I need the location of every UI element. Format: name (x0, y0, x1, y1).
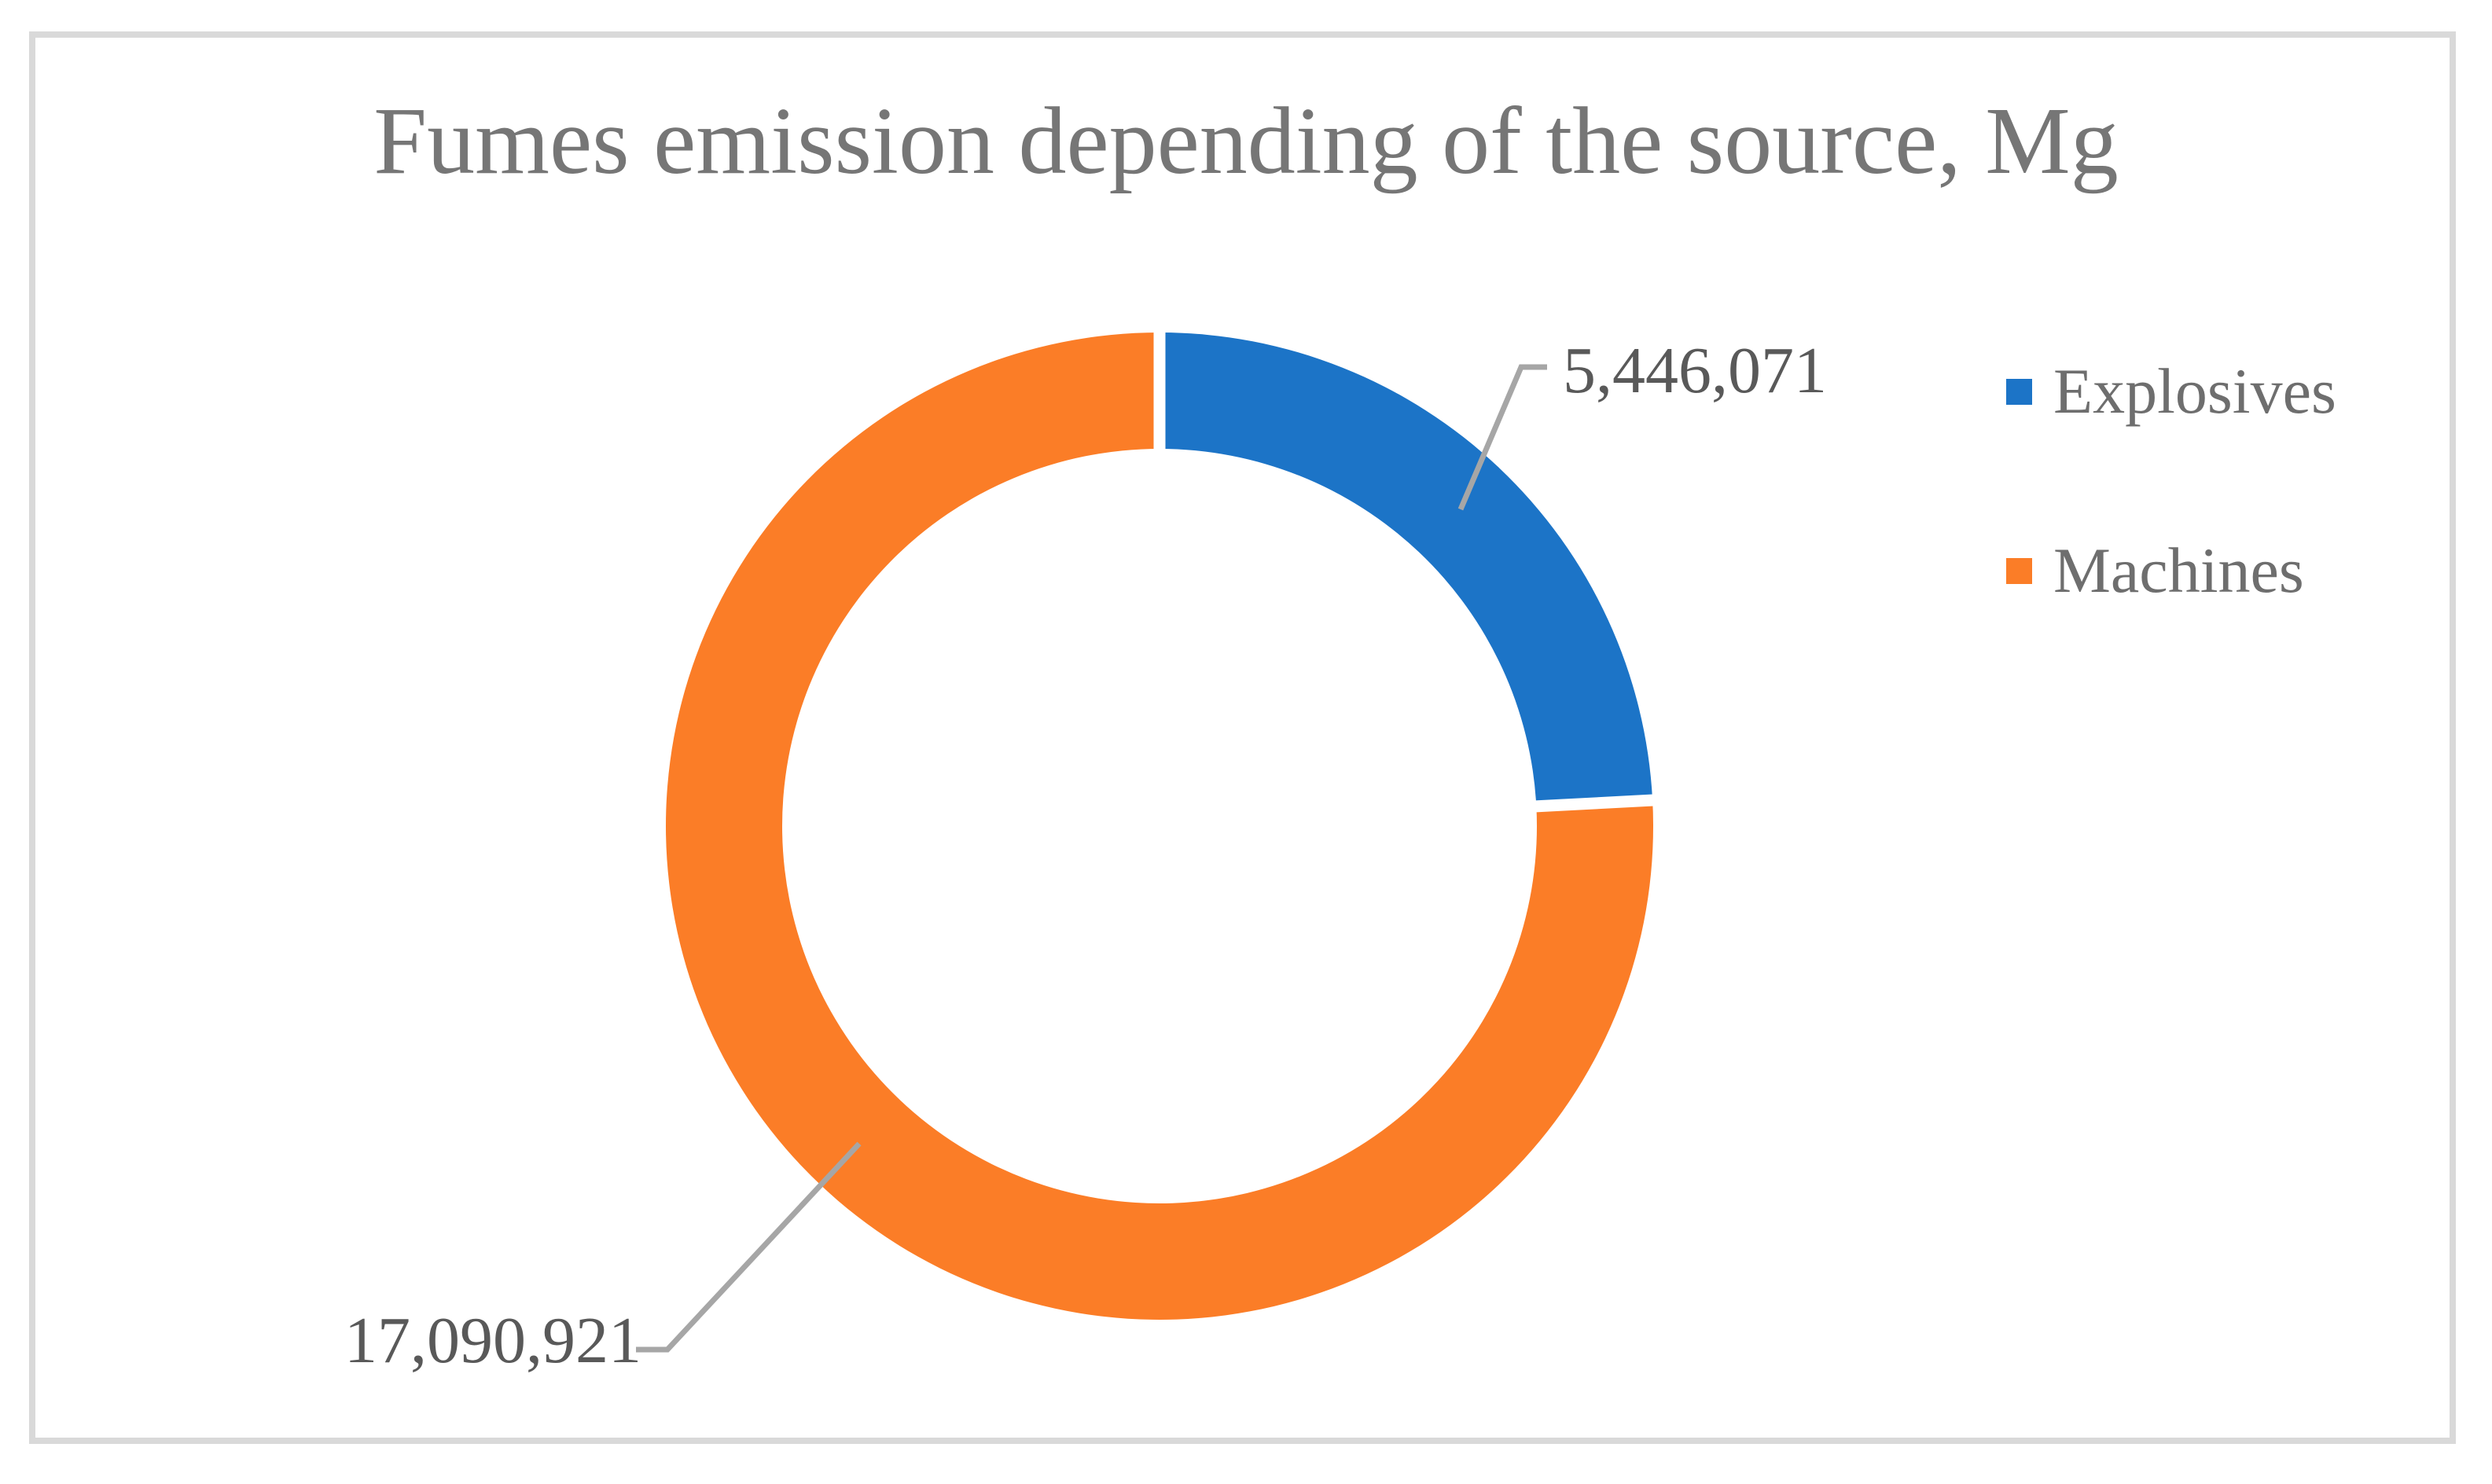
legend-swatch-machines (2006, 557, 2032, 584)
leader-line-explosives (1457, 364, 1547, 511)
legend-label-machines: Machines (2053, 534, 2304, 606)
slice-gap-line-right (1529, 794, 1659, 813)
pie-slice-explosives (1160, 332, 1653, 806)
chart-border-frame (29, 31, 2456, 1444)
data-label-explosives: 5,446,071 (1563, 334, 1827, 407)
legend-item-machines: Machines (2006, 531, 2304, 610)
chart-title: Fumes emission depending of the source, … (373, 88, 2119, 194)
legend-swatch-explosives (2006, 378, 2032, 405)
legend-label-explosives: Explosives (2053, 355, 2336, 427)
legend-item-explosives: Explosives (2006, 352, 2336, 431)
leader-line-machines (636, 1141, 862, 1353)
data-label-machines: 17,090,921 (344, 1304, 641, 1377)
